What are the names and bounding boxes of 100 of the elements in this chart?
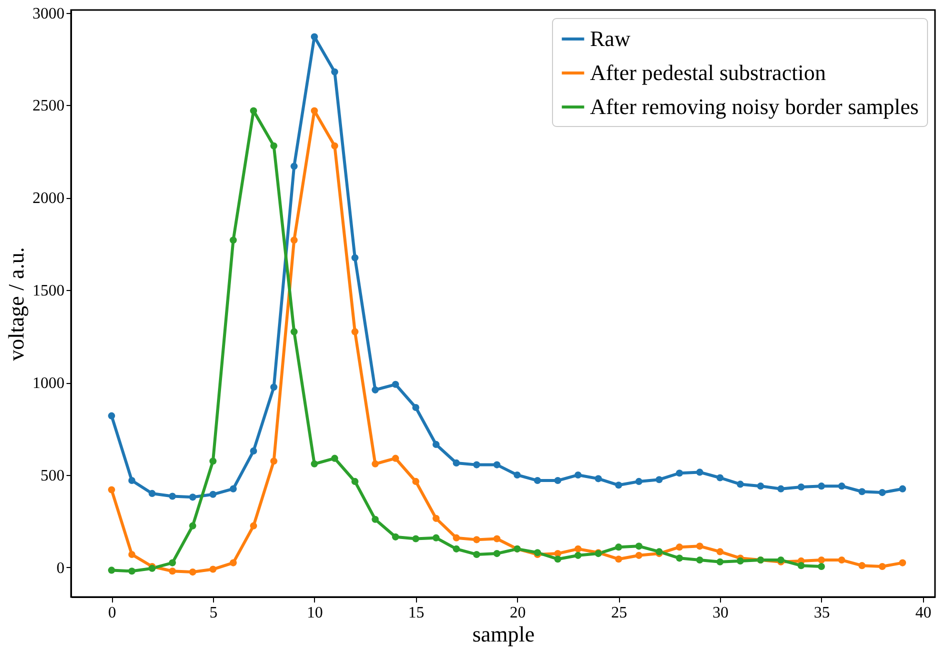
- y-tick-label: 0: [56, 560, 64, 577]
- point: [554, 556, 562, 563]
- point: [168, 568, 176, 575]
- point: [209, 490, 217, 498]
- point: [777, 485, 784, 492]
- point: [534, 476, 542, 484]
- point: [270, 384, 278, 391]
- point: [838, 482, 846, 490]
- point: [412, 404, 420, 412]
- x-tick-label: 20: [510, 604, 526, 622]
- point: [473, 461, 480, 468]
- point: [250, 107, 258, 114]
- point: [736, 480, 744, 488]
- point: [108, 412, 116, 420]
- x-tick-label: 30: [712, 604, 729, 622]
- point: [189, 522, 196, 530]
- point: [452, 545, 460, 552]
- point: [716, 474, 724, 482]
- x-tick-label: 40: [915, 604, 932, 622]
- x-tick-label: 10: [306, 604, 323, 622]
- legend-label: Raw: [590, 26, 630, 51]
- point: [615, 556, 622, 563]
- point: [514, 471, 521, 479]
- point: [818, 482, 825, 490]
- point: [574, 471, 582, 479]
- point: [574, 545, 582, 552]
- point: [148, 490, 156, 497]
- x-axis-title: sample: [472, 622, 535, 646]
- point: [372, 516, 379, 523]
- point: [432, 514, 440, 522]
- legend-label: After pedestal substraction: [590, 60, 826, 85]
- point: [594, 475, 602, 482]
- point: [432, 440, 440, 448]
- point: [696, 556, 704, 564]
- point: [168, 492, 176, 500]
- x-tick-label: 15: [408, 604, 424, 622]
- point: [554, 476, 562, 484]
- point: [615, 482, 622, 489]
- point: [473, 536, 480, 544]
- x-tick-label: 0: [108, 604, 116, 622]
- point: [189, 568, 196, 576]
- point: [270, 142, 278, 150]
- point: [331, 142, 338, 150]
- y-tick-label: 3000: [32, 5, 64, 22]
- point: [128, 550, 136, 558]
- point: [452, 459, 460, 466]
- point: [310, 33, 318, 40]
- point: [858, 562, 866, 570]
- point: [736, 557, 744, 564]
- point: [290, 236, 298, 244]
- point: [270, 458, 278, 465]
- point: [635, 478, 642, 485]
- point: [108, 566, 116, 574]
- point: [818, 562, 825, 570]
- point: [351, 328, 358, 336]
- point: [838, 556, 846, 564]
- point: [676, 554, 683, 562]
- point: [250, 447, 258, 454]
- point: [615, 544, 622, 551]
- x-tick-label: 25: [611, 604, 628, 622]
- point: [493, 550, 500, 558]
- point: [757, 482, 764, 490]
- point: [493, 461, 500, 468]
- point: [656, 476, 663, 484]
- y-axis-title: voltage / a.u.: [4, 247, 28, 361]
- point: [473, 550, 480, 558]
- point: [798, 483, 805, 491]
- point: [108, 486, 116, 494]
- point: [676, 470, 683, 477]
- y-tick-label: 2500: [32, 98, 64, 115]
- point: [412, 478, 420, 485]
- point: [230, 559, 237, 566]
- point: [635, 552, 642, 559]
- point: [372, 386, 379, 394]
- point: [209, 458, 217, 465]
- point: [310, 460, 318, 468]
- point: [128, 476, 136, 484]
- point: [878, 489, 886, 496]
- point: [372, 460, 379, 468]
- point: [209, 566, 217, 573]
- point: [331, 68, 338, 76]
- point: [716, 548, 724, 556]
- point: [899, 485, 906, 492]
- point: [392, 533, 400, 540]
- point: [574, 552, 582, 559]
- point: [818, 556, 825, 564]
- point: [168, 559, 176, 566]
- point: [250, 522, 258, 530]
- x-tick-label: 35: [814, 604, 830, 622]
- point: [716, 558, 724, 566]
- point: [392, 454, 400, 462]
- point: [290, 328, 298, 336]
- point: [230, 236, 237, 244]
- point: [290, 162, 298, 170]
- legend-label: After removing noisy border samples: [590, 94, 919, 119]
- point: [696, 468, 704, 476]
- point: [878, 562, 886, 570]
- y-tick-label: 1000: [32, 375, 64, 392]
- x-tick-label: 5: [209, 604, 218, 622]
- y-tick-label: 500: [40, 467, 64, 484]
